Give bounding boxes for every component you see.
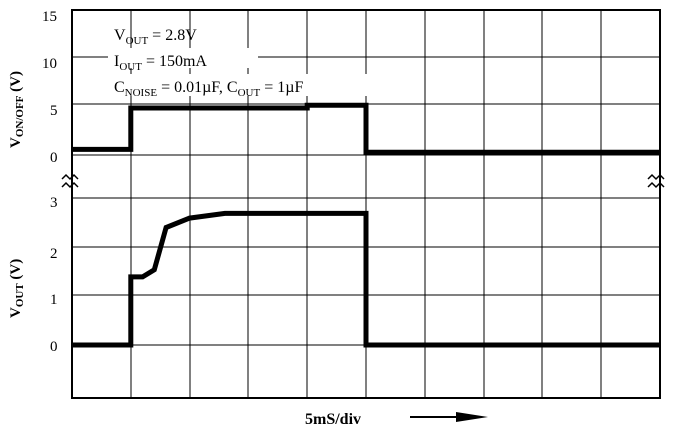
plot-border [71, 9, 661, 399]
ytick-bottom-1: 1 [50, 292, 58, 308]
annotation-iout-sub: OUT [119, 61, 142, 73]
plot-frame [71, 9, 661, 399]
annotation-vout-main: V [114, 27, 126, 44]
ytick-top-5: 5 [50, 103, 58, 119]
axis-break-mark [647, 181, 665, 189]
ylabel-bottom-main: V [8, 307, 24, 318]
xlabel-arrow-head [456, 412, 488, 422]
annotation-iout-main: I [114, 53, 119, 70]
annotation-background [100, 74, 380, 96]
axis-break-mark [61, 181, 79, 189]
annotation-caps-main: C [114, 79, 125, 96]
annotation-iout: IOUT = 150mA [114, 53, 207, 73]
annotation-caps-rest: = 0.01µF, C [157, 79, 238, 96]
annotation-background-2 [108, 48, 258, 68]
ytick-bottom-2: 2 [50, 246, 58, 262]
ylabel-bottom: VOUT (V) [8, 259, 26, 318]
trace-vout [72, 210, 660, 348]
axis-break-marks [61, 173, 665, 189]
annotation-vout-rest: = 2.8V [148, 27, 197, 44]
annotation-vout: VOUT = 2.8V [114, 27, 197, 47]
axis-break-mark [61, 173, 79, 181]
ylabel-bottom-sub: OUT [14, 283, 26, 308]
trace-von-off [72, 102, 660, 155]
ytick-top-0: 0 [50, 150, 58, 166]
annotation-caps: CNOISE = 0.01µF, COUT = 1µF [114, 79, 303, 99]
ytick-bottom-0: 0 [50, 339, 58, 355]
annotation-vout-sub: OUT [126, 35, 149, 47]
annotation-caps-sub2: OUT [238, 87, 261, 99]
ytick-bottom-3: 3 [50, 195, 58, 211]
ylabel-top-unit: (V) [8, 71, 24, 96]
annotation-caps-sub: NOISE [125, 87, 158, 99]
annotation-caps-rest2: = 1µF [260, 79, 303, 96]
axis-break-mark [647, 173, 665, 181]
ylabel-top: VON/OFF (V) [8, 71, 26, 148]
ytick-top-15: 15 [42, 9, 57, 25]
ytick-top-10: 10 [42, 56, 57, 72]
xlabel: 5mS/div [305, 411, 361, 428]
ylabel-bottom-unit: (V) [8, 259, 24, 284]
ylabel-top-sub: ON/OFF [14, 95, 26, 137]
annotation-iout-rest: = 150mA [142, 53, 207, 70]
ylabel-top-main: V [8, 137, 24, 148]
